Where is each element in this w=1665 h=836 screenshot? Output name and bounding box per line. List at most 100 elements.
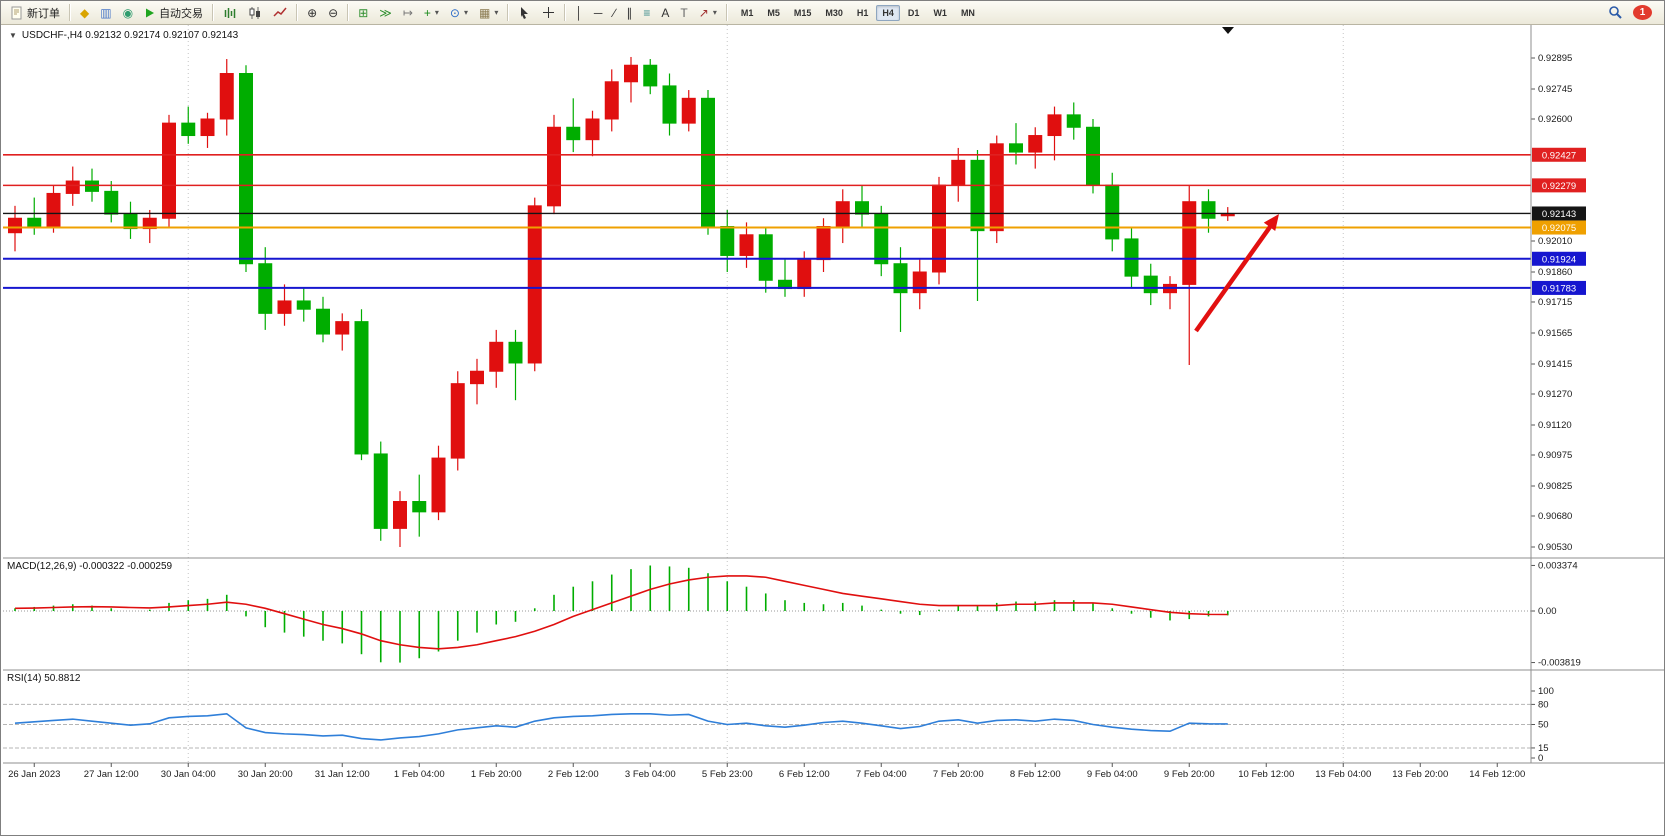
candle — [1009, 143, 1023, 153]
symbols-button[interactable]: ◆ — [75, 2, 94, 23]
timeframe-button-m15[interactable]: M15 — [793, 7, 812, 18]
candle — [1182, 201, 1197, 285]
candle — [450, 383, 465, 459]
navigator-icon: ◉ — [122, 5, 134, 20]
zoom-out-button[interactable]: ⊖ — [323, 2, 343, 23]
timeframe-button-d1[interactable]: D1 — [907, 7, 920, 18]
caret-down-icon[interactable]: ▾ — [463, 8, 468, 17]
templates-button[interactable]: ▦ ▾ — [474, 2, 503, 23]
timeframe-button-mn[interactable]: MN — [960, 7, 975, 18]
periods-button[interactable]: ⊙ ▾ — [445, 2, 473, 23]
new-order-button[interactable]: 新订单 — [5, 2, 65, 23]
search-button[interactable] — [1603, 2, 1628, 23]
search-icon — [1608, 5, 1623, 20]
zoom-out-icon: ⊖ — [328, 5, 339, 20]
rsi-axis-label: 0 — [1538, 753, 1543, 764]
text-label-icon: T — [680, 5, 688, 20]
price-line-label: 0.92075 — [1542, 223, 1576, 234]
vertical-line-button[interactable]: │ — [570, 2, 588, 23]
caret-down-icon[interactable]: ▾ — [434, 8, 439, 17]
candle — [951, 159, 966, 186]
new-order-icon — [10, 6, 24, 20]
horizontal-line-icon: ─ — [593, 5, 603, 20]
text-label-button[interactable]: T — [675, 2, 692, 23]
caret-down-icon[interactable]: ▾ — [712, 8, 717, 17]
timeframe-button-w1[interactable]: W1 — [933, 7, 947, 18]
candle — [431, 457, 446, 513]
time-axis-label: 30 Jan 20:00 — [238, 769, 293, 780]
price-line-label-box — [1532, 251, 1586, 266]
auto-scroll-button[interactable]: ≫ — [374, 2, 397, 23]
candle — [335, 321, 350, 335]
chart-shift-marker[interactable] — [1222, 27, 1234, 34]
candlestick-chart-button[interactable] — [243, 2, 267, 23]
text-button[interactable]: A — [656, 2, 674, 23]
main-toolbar: 新订单 ◆ ▥ ◉ 自动交易 ⊕ ⊖ ⊞ ≫ ↦ + ▾ ⊙ ▾ ▦ ▾ │ ─ ∕ ∥ ≡ A T ↗ ▾ M1 M5 M15 M30… — [1, 1, 1664, 25]
candle — [1143, 275, 1158, 294]
candle — [142, 217, 157, 230]
collapse-chart-icon[interactable]: ▼ — [9, 31, 17, 40]
caret-down-icon[interactable]: ▾ — [494, 8, 499, 17]
equidistant-channel-icon: ∥ — [626, 5, 633, 20]
ohlc-text: USDCHF-,H4 0.92132 0.92174 0.92107 0.921… — [21, 30, 239, 41]
zoom-in-button[interactable]: ⊕ — [302, 2, 322, 23]
candle — [1047, 114, 1062, 137]
candle — [893, 263, 908, 294]
templates-icon: ▦ — [478, 5, 491, 20]
candle — [527, 205, 542, 364]
rsi-indicator-label: RSI(14) 50.8812 — [7, 673, 81, 684]
indicators-icon: + — [423, 5, 431, 20]
fibonacci-button[interactable]: ≡ — [638, 2, 655, 23]
candle — [27, 217, 42, 228]
candle — [1086, 126, 1100, 186]
candle — [797, 259, 812, 290]
rsi-axis-label: 80 — [1538, 699, 1549, 710]
price-tick-label: 0.91120 — [1538, 420, 1572, 431]
candle — [912, 271, 927, 294]
macd-axis-label: -0.003819 — [1538, 658, 1581, 669]
timeframe-button-m5[interactable]: M5 — [767, 7, 780, 18]
time-axis-label: 5 Feb 23:00 — [702, 769, 753, 780]
trendline-button[interactable]: ∕ — [608, 2, 620, 23]
line-chart-button[interactable] — [268, 2, 292, 23]
notification-badge[interactable]: 1 — [1633, 5, 1652, 20]
timeframe-button-h4[interactable]: H4 — [876, 4, 900, 21]
tile-windows-button[interactable]: ⊞ — [353, 2, 373, 23]
equidistant-channel-button[interactable]: ∥ — [621, 2, 637, 23]
toolbar-separator — [564, 4, 567, 21]
navigator-button[interactable]: ◉ — [118, 2, 138, 23]
price-tick-label: 0.91270 — [1538, 389, 1572, 400]
cursor-button[interactable] — [513, 2, 536, 23]
price-line-label: 0.91924 — [1542, 254, 1576, 265]
candle — [739, 234, 754, 256]
crosshair-button[interactable] — [537, 2, 560, 23]
time-axis-label: 6 Feb 12:00 — [779, 769, 830, 780]
crosshair-icon — [542, 6, 555, 19]
candlestick-chart-icon — [248, 6, 262, 20]
autotrade-button[interactable]: 自动交易 — [139, 2, 208, 23]
bar-chart-button[interactable] — [218, 2, 242, 23]
annotation-arrow-head[interactable] — [1263, 214, 1279, 231]
time-axis-label: 30 Jan 04:00 — [161, 769, 216, 780]
rsi-axis-label: 15 — [1538, 743, 1549, 754]
price-tick-label: 0.92010 — [1538, 236, 1572, 247]
annotation-arrow-shaft[interactable] — [1194, 224, 1273, 333]
price-tick-label: 0.91565 — [1538, 328, 1572, 339]
candle — [1201, 201, 1216, 219]
horizontal-line-button[interactable]: ─ — [589, 2, 608, 23]
timeframe-button-m30[interactable]: M30 — [825, 7, 843, 18]
periods-icon: ⊙ — [449, 5, 460, 20]
macd-signal-line — [14, 575, 1228, 650]
arrows-button[interactable]: ↗ ▾ — [694, 2, 722, 23]
vertical-line-icon: │ — [575, 5, 583, 20]
time-axis-label: 9 Feb 04:00 — [1087, 769, 1138, 780]
timeframe-button-h1[interactable]: H1 — [856, 7, 869, 18]
auto-scroll-icon: ≫ — [379, 5, 392, 20]
indicators-button[interactable]: + ▾ — [419, 2, 444, 23]
market-watch-button[interactable]: ▥ — [95, 2, 116, 23]
chart-shift-button[interactable]: ↦ — [398, 2, 418, 23]
timeframe-button-m1[interactable]: M1 — [740, 7, 754, 18]
candle — [874, 213, 889, 265]
arrows-icon: ↗ — [698, 5, 709, 20]
